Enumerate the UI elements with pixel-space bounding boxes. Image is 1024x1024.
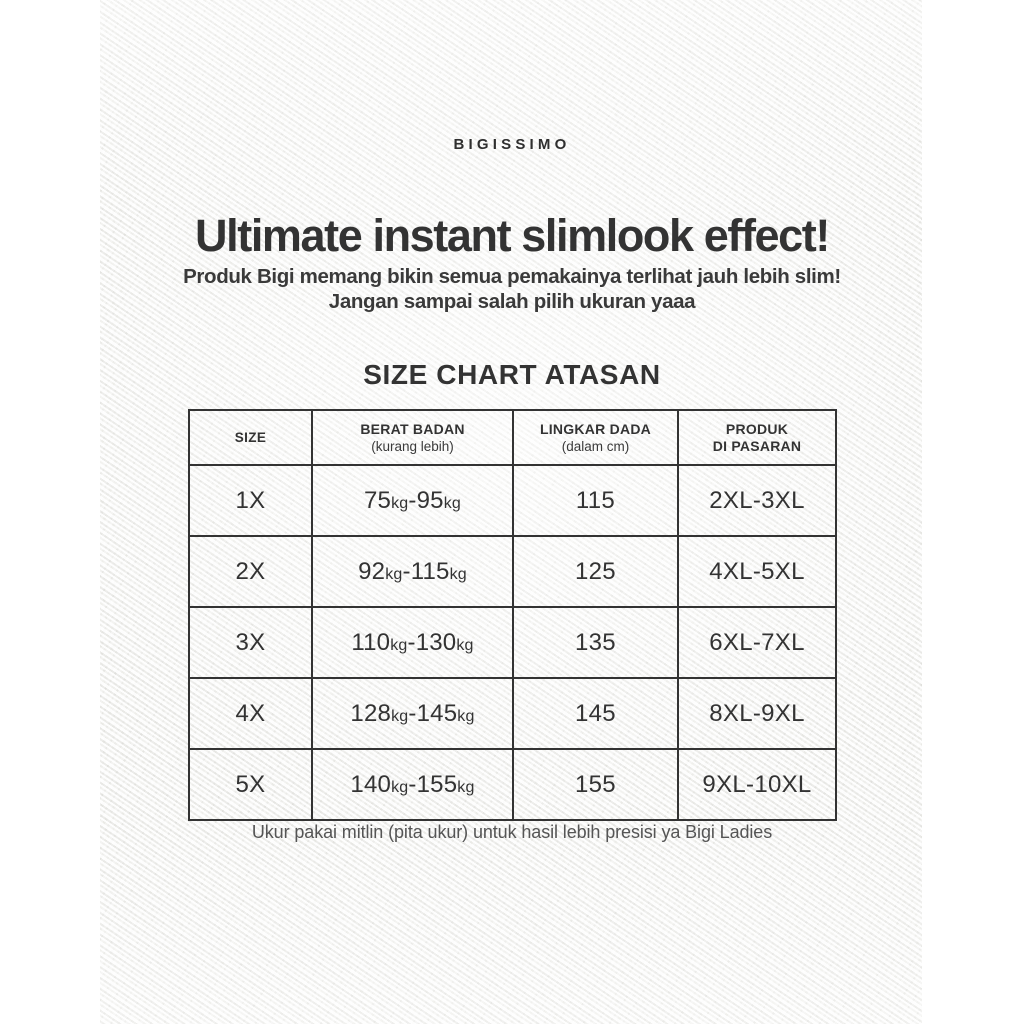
weight-from-value: 75 [363, 486, 392, 514]
subtitle-line-1: Produk Bigi memang bikin semua pemakainy… [183, 265, 841, 288]
weight-from-value: 92 [358, 557, 386, 585]
cell-market: 6XL-7XL [677, 606, 837, 679]
table-row: 5X 140kg-155kg 155 9XL-10XL [188, 748, 837, 821]
weight-from-unit: kg [391, 707, 409, 725]
page-title: Ultimate instant slimlook effect! [195, 210, 830, 261]
weight-to-value: 155 [416, 770, 458, 798]
table-body: 1X 75kg-95kg 115 2XL-3XL 2X 92kg-115kg 1… [188, 464, 837, 821]
cell-size: 4X [188, 677, 313, 750]
cell-size: 3X [188, 606, 313, 679]
table-header-row: SIZE BERAT BADAN (kurang lebih) LINGKAR … [188, 409, 837, 466]
table-header: SIZE BERAT BADAN (kurang lebih) LINGKAR … [188, 409, 837, 466]
cell-market: 2XL-3XL [677, 464, 837, 537]
cell-market: 8XL-9XL [677, 677, 837, 750]
cell-bust: 115 [512, 464, 679, 537]
cell-bust: 135 [512, 606, 679, 679]
column-header-market: PRODUK DI PASARAN [677, 409, 837, 466]
weight-to-value: 95 [416, 486, 444, 514]
column-header-bust-label: LINGKAR DADA [539, 420, 652, 437]
weight-from-unit: kg [391, 494, 409, 512]
cell-weight: 128kg-145kg [311, 677, 514, 750]
weight-to-value: 130 [415, 628, 457, 656]
footer-note: Ukur pakai mitlin (pita ukur) untuk hasi… [251, 822, 773, 842]
weight-from-value: 140 [350, 770, 392, 798]
column-header-bust: LINGKAR DADA (dalam cm) [512, 409, 679, 466]
weight-from-unit: kg [391, 778, 409, 796]
column-header-size: SIZE [188, 409, 313, 466]
size-chart-table: SIZE BERAT BADAN (kurang lebih) LINGKAR … [188, 409, 837, 821]
cell-size: 2X [188, 535, 313, 608]
cell-market: 9XL-10XL [677, 748, 837, 821]
weight-from-unit: kg [385, 565, 403, 583]
weight-to-unit: kg [457, 778, 475, 796]
cell-size: 5X [188, 748, 313, 821]
subtitle-line-2: Jangan sampai salah pilih ukuran yaaa [328, 290, 696, 313]
column-header-bust-sublabel: (dalam cm) [561, 438, 630, 454]
weight-from-value: 110 [351, 628, 391, 656]
cell-bust: 155 [512, 748, 679, 821]
weight-to-value: 115 [410, 557, 450, 585]
weight-dash: - [408, 770, 417, 798]
weight-to-unit: kg [449, 565, 467, 583]
weight-to-unit: kg [443, 494, 462, 512]
table-row: 4X 128kg-145kg 145 8XL-9XL [188, 677, 837, 750]
section-title: SIZE CHART ATASAN [363, 359, 661, 390]
weight-from-unit: kg [390, 636, 408, 654]
cell-market: 4XL-5XL [677, 535, 837, 608]
table-row: 3X 110kg-130kg 135 6XL-7XL [188, 606, 837, 679]
cell-weight: 92kg-115kg [311, 535, 514, 608]
brand-logo-text: BIGISSIMO [453, 136, 571, 153]
table-row: 1X 75kg-95kg 115 2XL-3XL [188, 464, 837, 537]
column-header-weight-label: BERAT BADAN [360, 420, 465, 437]
cell-bust: 145 [512, 677, 679, 750]
column-header-market-sublabel: DI PASARAN [712, 437, 802, 454]
cell-size: 1X [188, 464, 313, 537]
weight-to-unit: kg [457, 707, 475, 725]
weight-dash: - [408, 699, 417, 727]
table-row: 2X 92kg-115kg 125 4XL-5XL [188, 535, 837, 608]
column-header-size-label: SIZE [234, 429, 267, 445]
cell-weight: 110kg-130kg [311, 606, 514, 679]
column-header-market-label: PRODUK [725, 420, 789, 437]
weight-to-value: 145 [416, 699, 458, 727]
subtitle-block: Produk Bigi memang bikin semua pemakainy… [0, 264, 1024, 314]
weight-dash: - [408, 486, 417, 514]
weight-from-value: 128 [350, 699, 392, 727]
cell-weight: 75kg-95kg [311, 464, 514, 537]
cell-bust: 125 [512, 535, 679, 608]
cell-weight: 140kg-155kg [311, 748, 514, 821]
column-header-weight: BERAT BADAN (kurang lebih) [311, 409, 514, 466]
weight-dash: - [402, 557, 411, 585]
column-header-weight-sublabel: (kurang lebih) [371, 438, 454, 454]
weight-to-unit: kg [456, 636, 474, 654]
weight-dash: - [407, 628, 416, 656]
